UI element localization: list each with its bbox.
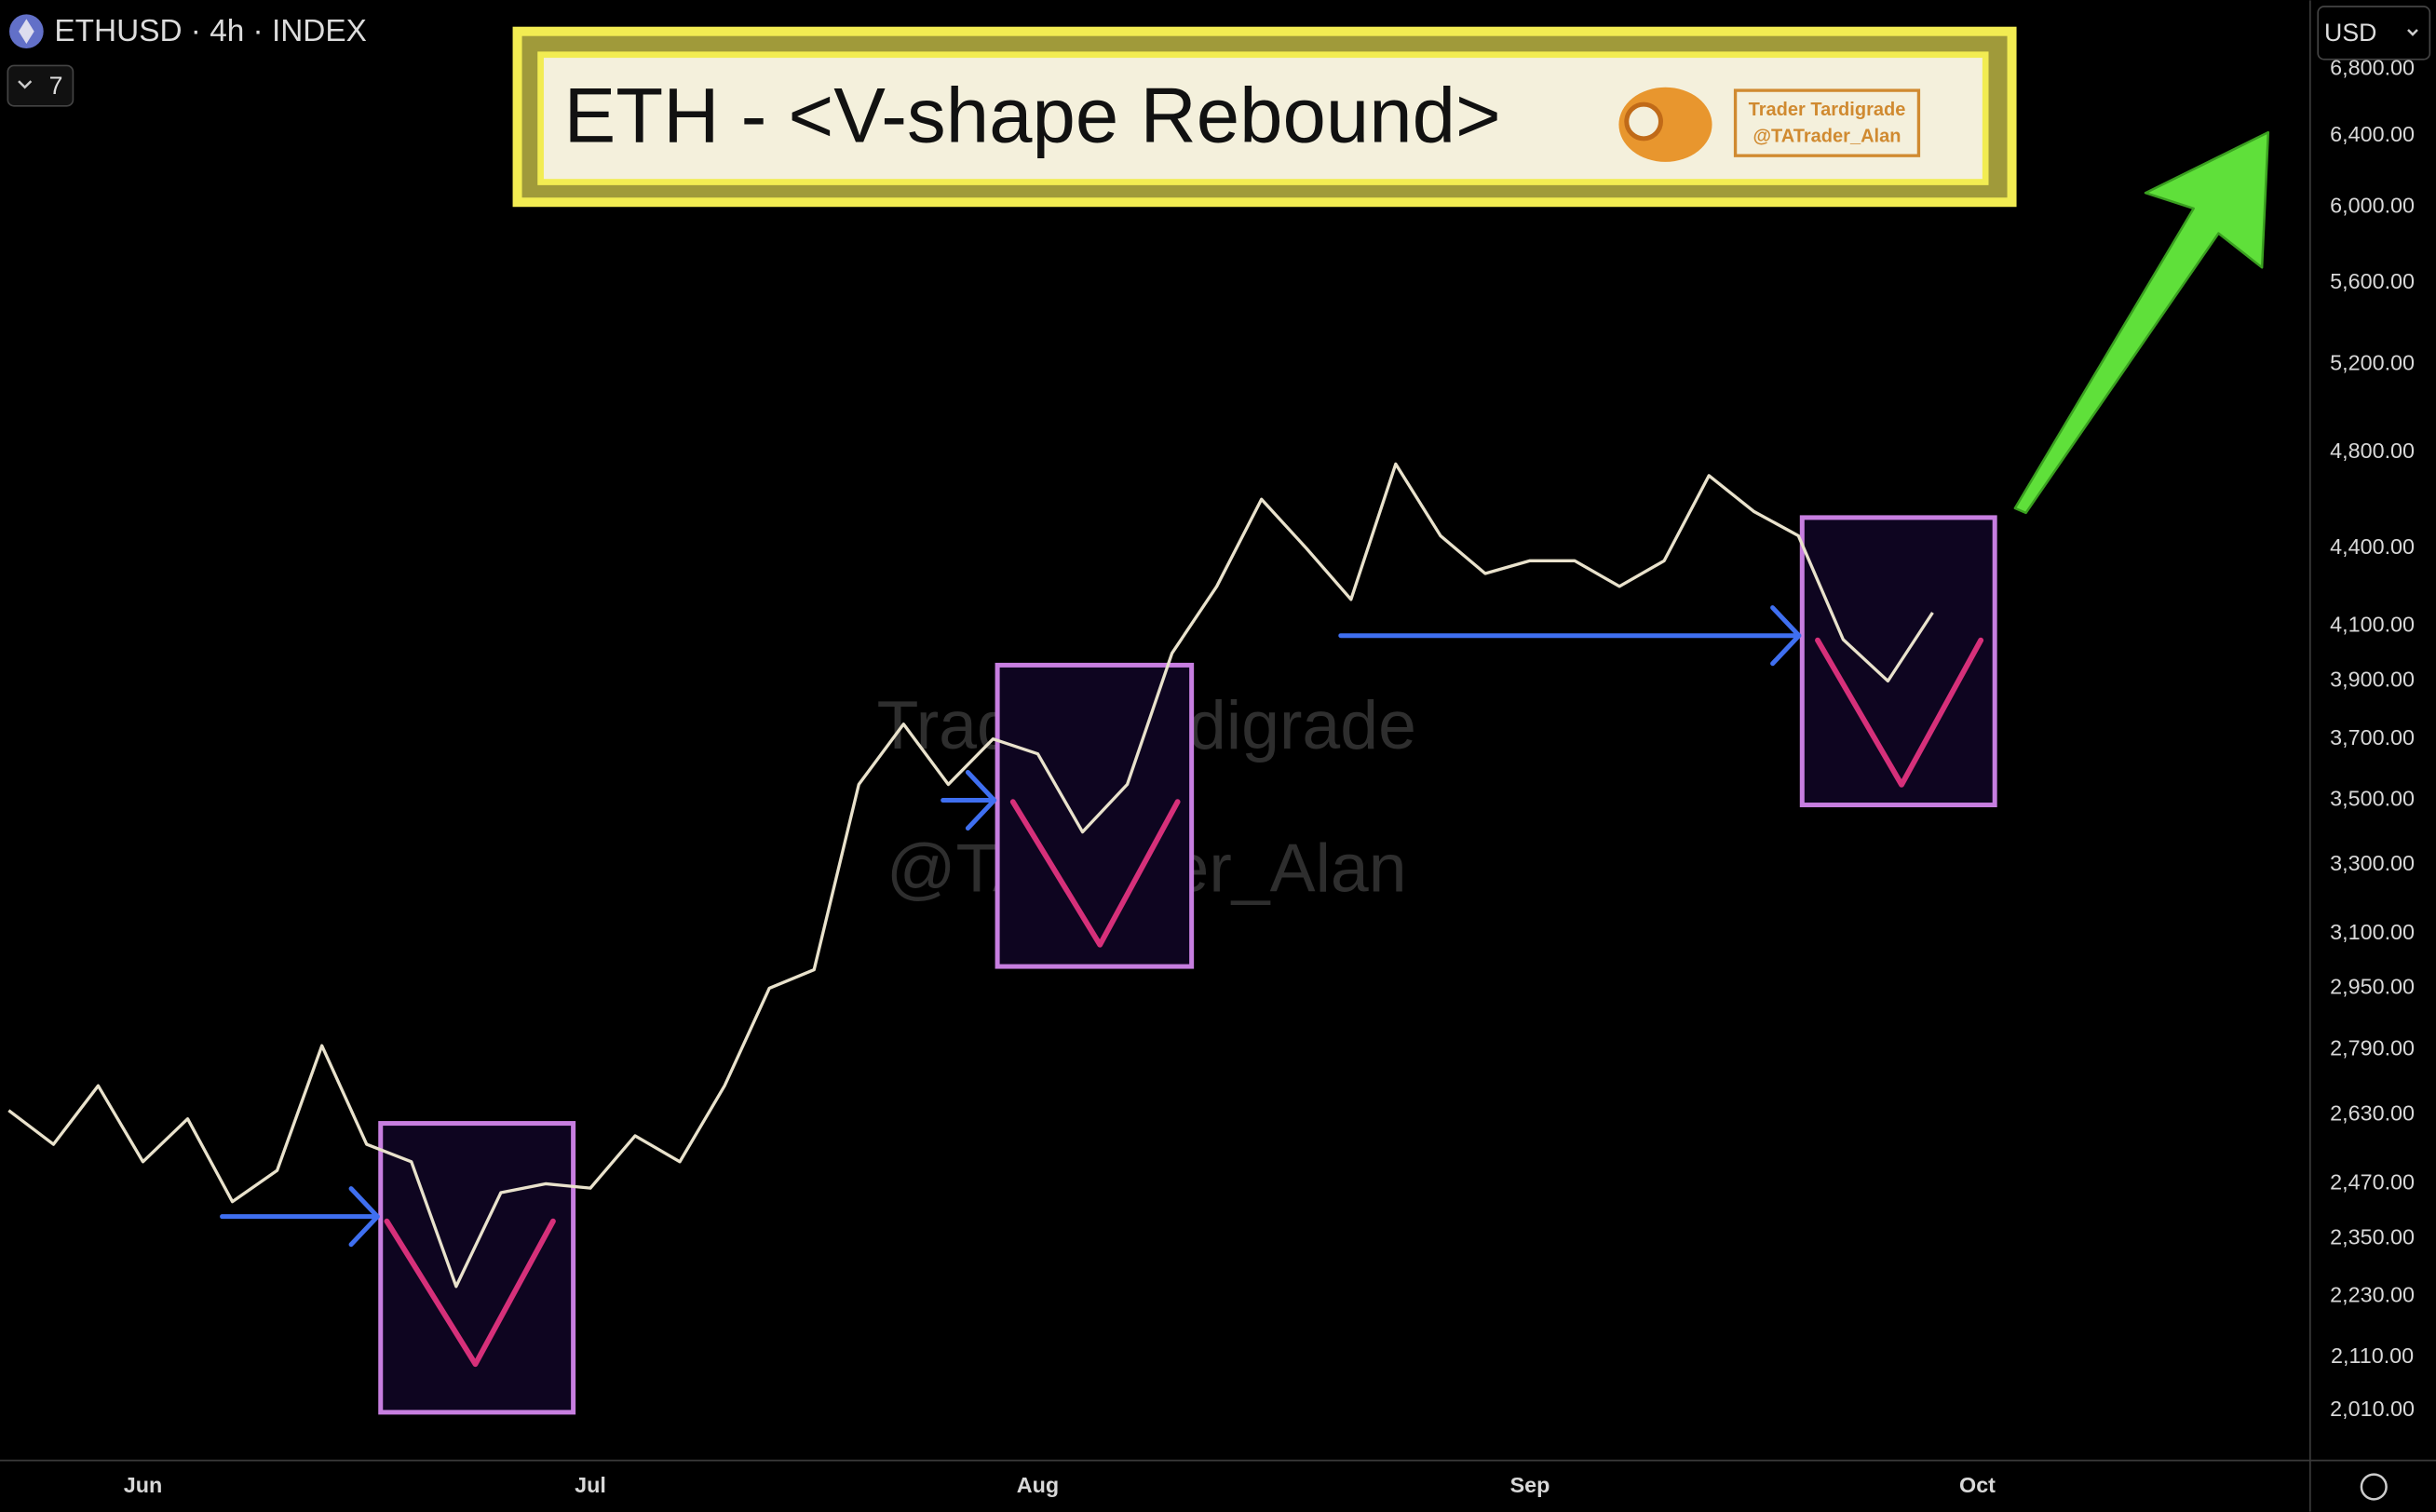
y-tick-label: 5,200.00 — [2330, 350, 2415, 374]
title: ETH - <V-shape Rebound> — [564, 72, 1501, 159]
y-tick-label: 3,300.00 — [2330, 851, 2415, 875]
y-tick-label: 6,000.00 — [2330, 193, 2415, 217]
y-tick-label: 2,470.00 — [2330, 1170, 2415, 1195]
x-tick-label: Jul — [575, 1473, 606, 1497]
badge-text: @TATrader_Alan — [1753, 126, 1901, 146]
y-tick-label: 3,100.00 — [2330, 920, 2415, 944]
overlays — [220, 130, 2270, 1368]
y-tick-label: 5,600.00 — [2330, 269, 2415, 293]
currency: USD — [2324, 19, 2376, 47]
green-arrow — [2013, 130, 2270, 515]
x-tick-label: Oct — [1959, 1473, 1996, 1497]
y-tick-label: 4,100.00 — [2330, 612, 2415, 636]
price-line — [7, 462, 1934, 1289]
y-tick-label: 2,010.00 — [2330, 1397, 2415, 1421]
chevron — [18, 80, 33, 89]
pattern-box — [1799, 515, 1997, 808]
y-tick-label: 3,700.00 — [2330, 725, 2415, 749]
badge — [1733, 88, 1921, 157]
v-shape — [1009, 799, 1181, 948]
blue-arrow — [220, 1186, 380, 1248]
logo — [1618, 87, 1712, 162]
blue-arrow — [941, 770, 997, 831]
v-shape — [1815, 637, 1984, 788]
annotations — [378, 515, 1997, 1415]
blue-arrow — [1338, 605, 1802, 667]
title-banner: ETH - <V-shape Rebound> Trader Tardigrad… — [512, 26, 2017, 208]
banner-inner — [537, 51, 1989, 185]
x-tick-label: Sep — [1510, 1473, 1550, 1497]
x-tick-label: Jun — [124, 1473, 163, 1497]
v-shape — [384, 1218, 556, 1368]
symbol[interactable]: ETHUSD · 4h · INDEX — [54, 14, 366, 48]
y-tick-label: 4,400.00 — [2330, 534, 2415, 559]
y-tick-label: 2,630.00 — [2330, 1100, 2415, 1125]
plot — [7, 462, 1934, 1289]
chevron — [2407, 29, 2418, 36]
axes: 6,800.006,400.006,000.005,600.005,200.00… — [124, 55, 2415, 1497]
y-tick-label: 2,950.00 — [2330, 975, 2415, 999]
y-tick-label: 3,900.00 — [2330, 668, 2415, 692]
pattern-box — [378, 1121, 576, 1415]
y-tick-label: 4,800.00 — [2330, 439, 2415, 463]
badge-text: Trader Tardigrade — [1749, 100, 1906, 120]
currency-button[interactable] — [2317, 6, 2431, 61]
y-tick-label: 2,230.00 — [2330, 1282, 2415, 1306]
settings-button[interactable] — [2360, 1473, 2388, 1501]
y-tick-label: 3,500.00 — [2330, 787, 2415, 811]
indicator-count: 7 — [49, 72, 63, 100]
x-tick-label: Aug — [1017, 1473, 1059, 1497]
pattern-box — [995, 662, 1195, 969]
logo-head — [1624, 101, 1663, 142]
y-tick-label: 2,350.00 — [2330, 1224, 2415, 1249]
indicator-toggle[interactable] — [7, 64, 74, 107]
y-tick-label: 2,110.00 — [2331, 1343, 2414, 1368]
y-tick-label: 2,790.00 — [2330, 1036, 2415, 1060]
y-tick-label: 6,400.00 — [2330, 122, 2415, 146]
